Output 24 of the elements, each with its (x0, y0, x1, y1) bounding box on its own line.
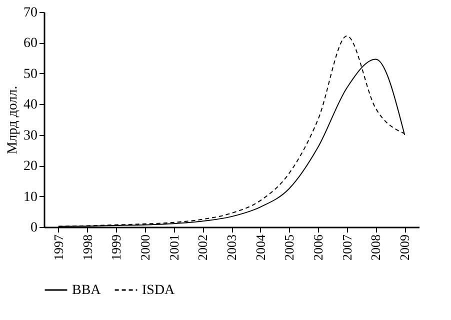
x-tick-label: 1999 (108, 234, 124, 260)
legend-label: BBA (72, 283, 102, 298)
x-tick-label: 2001 (166, 234, 182, 260)
x-tick-label: 1998 (80, 234, 95, 260)
x-tick-label: 2008 (368, 234, 384, 260)
y-tick-label: 20 (24, 159, 38, 174)
x-tick-label: 1997 (50, 234, 66, 260)
y-tick-label: 40 (24, 98, 38, 113)
x-tick-label: 2000 (137, 234, 152, 260)
y-tick-label: 60 (24, 36, 38, 52)
x-tick-label: 2009 (397, 234, 412, 260)
x-tick-label: 2006 (310, 234, 326, 260)
y-tick-label: 30 (24, 128, 38, 144)
x-tick-label: 2007 (339, 234, 354, 260)
x-tick-label: 2005 (282, 234, 297, 260)
legend-label: ISDA (142, 283, 176, 298)
y-tick-label: 50 (24, 66, 38, 82)
y-axis-title: Млрд долл. (6, 86, 20, 154)
y-tick-label: 70 (24, 6, 38, 20)
y-tick-label: 10 (24, 190, 38, 205)
x-tick-label: 2002 (195, 234, 210, 260)
x-tick-label: 2003 (224, 234, 239, 260)
x-tick-label: 2004 (252, 234, 268, 260)
y-tick-label: 0 (30, 220, 38, 236)
